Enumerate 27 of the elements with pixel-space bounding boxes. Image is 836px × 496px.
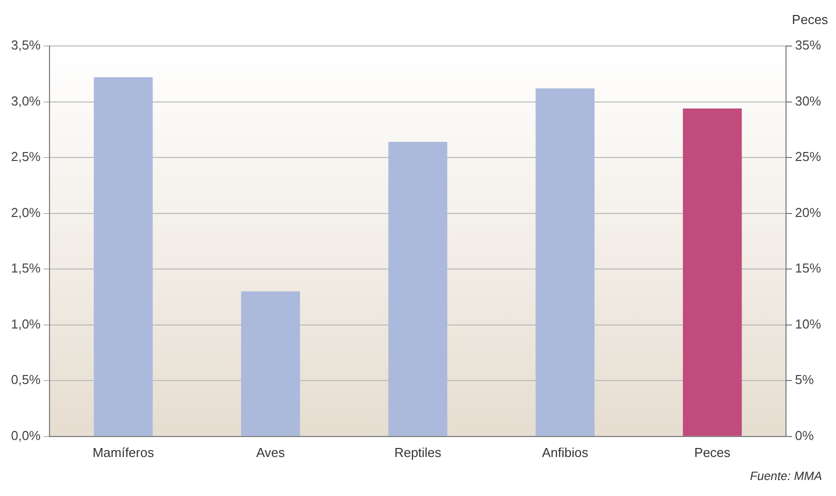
y2-tick-label: 15%	[794, 260, 822, 276]
y2-tick-label: 20%	[794, 204, 822, 220]
y-tick-label: 0,0%	[10, 428, 42, 443]
bar	[536, 88, 595, 436]
y2-tick-label: 25%	[794, 149, 822, 164]
y-tick-label: 1,5%	[10, 260, 42, 276]
source-note: Fuente: MMA	[750, 469, 822, 483]
y2-tick-label: 35%	[794, 38, 822, 53]
y-tick-label: 3,0%	[10, 93, 42, 108]
x-tick-label: Peces	[694, 444, 731, 460]
bar	[388, 142, 448, 436]
y2-tick-label: 5%	[794, 372, 814, 388]
y-tick-label: 3,5%	[10, 38, 42, 53]
x-tick-label: Aves	[256, 444, 286, 460]
x-tick-label: Anfibios	[542, 444, 589, 460]
y2-axis-title: Peces	[792, 12, 829, 27]
x-tick-label: Mamíferos	[92, 444, 154, 460]
y-tick-label: 1,0%	[10, 316, 42, 332]
y2-tick-label: 30%	[794, 93, 822, 108]
bar	[241, 291, 300, 436]
y2-tick-label: 10%	[794, 316, 822, 332]
y-tick-label: 0,5%	[10, 372, 42, 388]
y-tick-label: 2,0%	[10, 204, 42, 220]
bar	[94, 77, 153, 436]
y2-tick-label: 0%	[794, 428, 814, 443]
x-tick-label: Reptiles	[394, 444, 442, 460]
y-tick-label: 2,5%	[10, 149, 42, 164]
